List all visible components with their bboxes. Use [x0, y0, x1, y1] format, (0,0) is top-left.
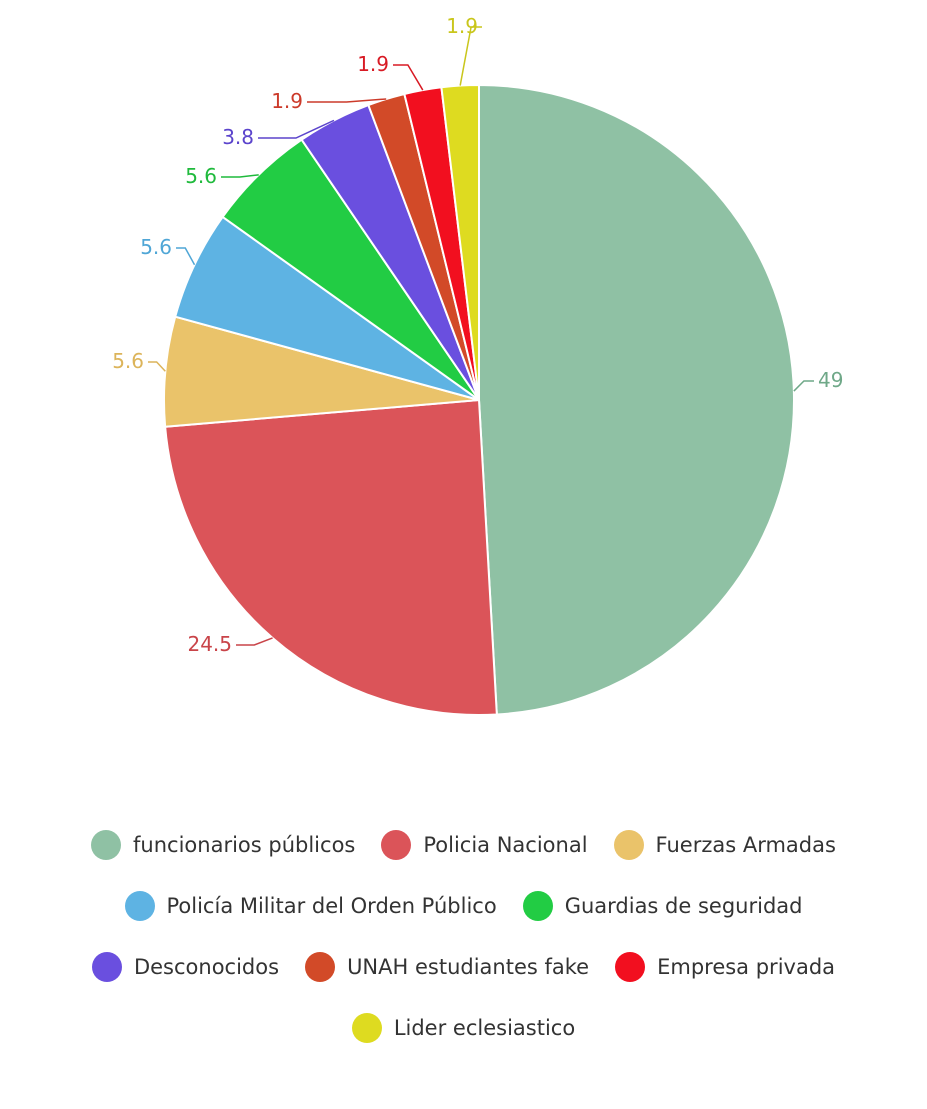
legend-item[interactable]: UNAH estudiantes fake: [305, 952, 589, 982]
legend-row: Lider eclesiastico: [0, 1008, 927, 1048]
legend-item[interactable]: Empresa privada: [615, 952, 835, 982]
pie-slices: [163, 83, 795, 716]
legend-label: Desconocidos: [133, 955, 280, 979]
legend-item[interactable]: Guardias de seguridad: [522, 891, 803, 921]
legend-item[interactable]: Policia Nacional: [381, 830, 588, 860]
data-label-5: 5.6: [185, 164, 217, 188]
legend-swatch: [91, 830, 122, 860]
legend-swatch: [613, 830, 644, 860]
data-label-6: 3.8: [222, 125, 254, 149]
legend-item[interactable]: Policía Militar del Orden Público: [124, 891, 497, 921]
data-label-2: 24.5: [187, 632, 232, 656]
legend-swatch: [91, 952, 122, 982]
data-label-7: 1.9: [271, 89, 303, 113]
label-leader-lines: [148, 26, 814, 646]
legend-swatch: [615, 952, 646, 982]
legend-label: Empresa privada: [657, 955, 836, 979]
legend: funcionarios públicos Policia Nacional Fue…: [0, 825, 927, 1069]
legend-swatch: [381, 830, 412, 860]
data-label-9: 1.9: [446, 14, 478, 38]
legend-item[interactable]: Fuerzas Armadas: [613, 830, 836, 860]
legend-label: Policía Militar del Orden Público: [166, 894, 497, 918]
legend-row: Policía Militar del Orden Público Guardia…: [0, 886, 927, 926]
legend-row: Desconocidos UNAH estudiantes fake Empresa…: [0, 947, 927, 987]
legend-swatch: [351, 1013, 382, 1043]
legend-label: funcionarios públicos: [133, 833, 356, 857]
legend-item[interactable]: Desconocidos: [91, 952, 280, 982]
legend-item[interactable]: Lider eclesiastico: [351, 1013, 576, 1043]
data-label-1: 49: [818, 368, 843, 392]
pie-slice-2: [164, 398, 498, 716]
leader-line-9: [459, 26, 482, 86]
leader-line-6: [258, 119, 335, 139]
pie-slice-1: [478, 83, 795, 716]
data-label-8: 1.9: [357, 52, 389, 76]
legend-label: UNAH estudiantes fake: [347, 955, 590, 979]
legend-item[interactable]: funcionarios públicos: [91, 830, 355, 860]
leader-line-1: [793, 380, 814, 392]
data-label-3: 5.6: [112, 349, 144, 373]
leader-line-5: [221, 174, 259, 178]
leader-line-7: [307, 98, 387, 103]
legend-label: Policia Nacional: [423, 833, 588, 857]
leader-line-4: [176, 247, 196, 266]
legend-label: Fuerzas Armadas: [655, 833, 836, 857]
legend-swatch: [124, 891, 155, 921]
data-label-4: 5.6: [140, 235, 172, 259]
legend-swatch: [305, 952, 336, 982]
leader-line-2: [236, 637, 273, 646]
leader-line-8: [393, 64, 424, 91]
leader-line-3: [148, 361, 166, 372]
legend-swatch: [522, 891, 553, 921]
legend-label: Lider eclesiastico: [393, 1016, 576, 1040]
legend-label: Guardias de seguridad: [564, 894, 803, 918]
legend-row: funcionarios públicos Policia Nacional Fue…: [0, 825, 927, 865]
